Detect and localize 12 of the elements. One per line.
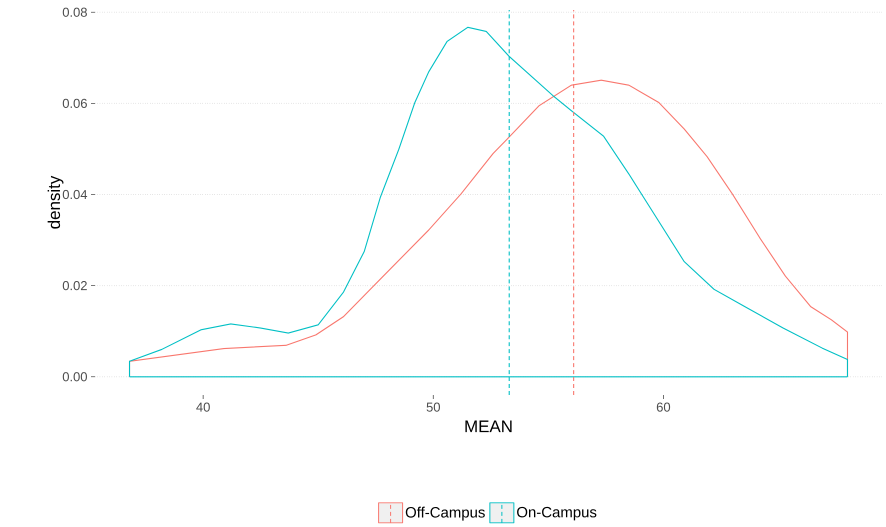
y-tick-label: 0.00 — [62, 372, 87, 382]
x-tick-label: 40 — [196, 402, 210, 412]
y-tick-label: 0.04 — [62, 190, 88, 200]
x-tick-label: 60 — [656, 402, 670, 412]
y-tick-label: 0.08 — [62, 8, 87, 17]
legend-label: Off-Campus — [406, 506, 485, 521]
x-tick-label: 50 — [426, 402, 440, 412]
y-tick-label: 0.06 — [62, 98, 87, 108]
legend-label: On-Campus — [517, 506, 596, 520]
y-tick-label: 0.02 — [62, 281, 87, 290]
y-axis-title: density — [48, 176, 64, 229]
x-axis-title: MEAN — [465, 420, 512, 432]
